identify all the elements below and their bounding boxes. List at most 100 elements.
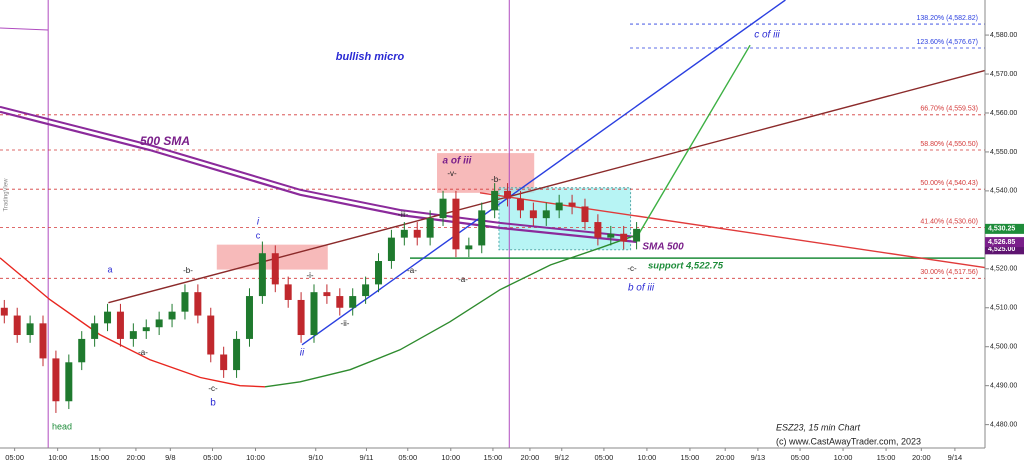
candle-body	[491, 190, 499, 211]
candle-body	[439, 198, 447, 219]
annotation: TradingView	[4, 178, 10, 212]
x-tick-label: 05:00	[398, 453, 417, 462]
fib-label: 30.00% (4,517.56)	[920, 269, 978, 276]
price-tag-label: 4,525.00	[988, 246, 1015, 253]
moving-average	[264, 234, 637, 388]
candle-body	[310, 292, 318, 336]
sma-500-shadow	[0, 105, 637, 238]
y-tick-label: 4,580.00	[990, 32, 1017, 39]
candle-body	[181, 292, 189, 312]
fib-label: 41.40% (4,530.60)	[920, 218, 978, 225]
annotation: c	[256, 230, 261, 240]
candle-body	[284, 284, 292, 300]
x-tick-label: 05:00	[203, 453, 222, 462]
fib-label: 123.60% (4,576.67)	[917, 39, 979, 46]
annotation: (c) www.CastAwayTrader.com, 2023	[776, 436, 921, 446]
x-tick-label: 15:00	[484, 453, 503, 462]
candle-body	[387, 237, 395, 262]
candle-body	[13, 315, 21, 336]
annotation: bullish micro	[336, 51, 405, 63]
y-tick-label: 4,540.00	[990, 188, 1017, 195]
support-label: support 4,522.75	[648, 261, 724, 272]
annotation: a of iii	[443, 156, 472, 167]
annotation: -c-	[208, 384, 218, 393]
candle-body	[555, 202, 563, 211]
plot-area: 138.20% (4,582.82) 123.60% (4,576.67) 66.7…	[0, 0, 1024, 448]
candle-body	[465, 245, 473, 250]
candle-body	[413, 229, 421, 238]
candle-body	[452, 198, 460, 250]
x-tick-label: 20:00	[912, 453, 931, 462]
candle-body	[233, 338, 241, 371]
annotation: i	[257, 217, 260, 228]
annotation: -a-	[407, 266, 417, 275]
x-tick-label: 9/11	[359, 453, 373, 462]
x-tick-label: 05:00	[791, 453, 810, 462]
x-tick-label: 10:00	[246, 453, 265, 462]
candle-body	[594, 222, 602, 238]
candle-body	[0, 307, 8, 316]
price-tag-label: 4,526.85	[988, 239, 1015, 246]
candle-body	[349, 296, 357, 308]
x-tick-label: 05:00	[5, 453, 24, 462]
candle-body	[26, 323, 34, 336]
zone	[437, 153, 535, 193]
moving-average	[0, 257, 266, 388]
candle-body	[620, 233, 628, 242]
candle-body	[142, 327, 150, 332]
candle-body	[297, 299, 305, 336]
annotation: -i-	[306, 271, 313, 280]
annotation: -b-	[491, 175, 501, 184]
candle-body	[568, 202, 576, 207]
candle-body	[168, 311, 176, 320]
y-tick-label: 4,480.00	[990, 421, 1017, 428]
x-tick-label: 15:00	[90, 453, 109, 462]
candle-body	[104, 311, 112, 324]
annotation: -ii-	[341, 319, 350, 328]
candle-body	[633, 228, 641, 242]
trend-line	[479, 192, 986, 269]
candle-body	[78, 338, 86, 363]
annotation: -v-	[447, 169, 457, 178]
fib-label: 138.20% (4,582.82)	[917, 15, 979, 22]
annotation: -iii-	[398, 210, 409, 219]
axes: 4,480.00 4,490.00 4,500.00 4,510.00 4,520.00…	[5, 32, 1024, 462]
annotation: c of iii	[754, 30, 780, 41]
candle-body	[516, 198, 524, 211]
candle-body	[39, 323, 47, 359]
candle-body	[607, 233, 615, 238]
x-tick-label: 9/13	[751, 453, 766, 462]
x-tick-label: 20:00	[127, 453, 146, 462]
candle-body	[323, 292, 331, 297]
candle-body	[504, 190, 512, 199]
annotation: b	[210, 398, 216, 409]
marker-line	[0, 27, 49, 31]
annotation: b of iii	[628, 283, 655, 294]
annotation: ii	[300, 348, 305, 359]
candle-body	[52, 358, 60, 402]
y-tick-label: 4,500.00	[990, 344, 1017, 351]
trend-line	[635, 44, 751, 238]
y-tick-label: 4,570.00	[990, 71, 1017, 78]
annotation: -b-	[183, 266, 193, 275]
candle-body	[194, 292, 202, 316]
price-tag	[985, 223, 1024, 234]
moving-average	[0, 110, 637, 243]
fib-label: 58.80% (4,550.50)	[920, 141, 978, 148]
y-tick-label: 4,510.00	[990, 305, 1017, 312]
candle-body	[362, 284, 370, 297]
fib-label: 66.70% (4,559.53)	[920, 106, 978, 113]
fib-label: 50.00% (4,540.43)	[920, 180, 978, 187]
candle-body	[375, 261, 383, 285]
candle-body	[426, 218, 434, 238]
candle-body	[542, 210, 550, 219]
price-tag	[985, 237, 1024, 248]
annotation: a	[107, 264, 112, 274]
candle-body	[65, 362, 73, 402]
x-tick-label: 10:00	[441, 453, 460, 462]
candle-body	[258, 253, 266, 297]
y-tick-label: 4,520.00	[990, 266, 1017, 273]
candle-body	[116, 311, 124, 339]
x-tick-label: 15:00	[681, 453, 700, 462]
